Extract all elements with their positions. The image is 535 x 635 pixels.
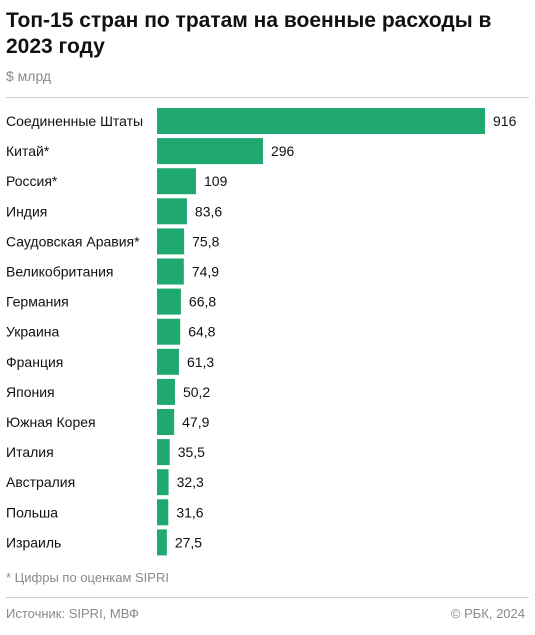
value-label: 64,8 bbox=[188, 324, 215, 340]
category-label: Соединенные Штаты bbox=[6, 113, 143, 129]
value-label: 32,3 bbox=[177, 474, 204, 490]
value-label: 50,2 bbox=[183, 384, 210, 400]
bar bbox=[157, 378, 175, 405]
category-label: Австралия bbox=[6, 474, 75, 490]
category-label: Саудовская Аравия* bbox=[6, 233, 140, 249]
value-label: 31,6 bbox=[176, 504, 203, 520]
category-label: Китай* bbox=[6, 143, 50, 159]
bar bbox=[157, 529, 167, 556]
bar bbox=[157, 108, 485, 134]
value-label: 75,8 bbox=[192, 233, 219, 249]
value-label: 35,5 bbox=[178, 444, 205, 460]
value-label: 296 bbox=[271, 143, 295, 159]
bar bbox=[157, 138, 263, 165]
chart-title: Топ-15 стран по тратам на военные расход… bbox=[6, 9, 492, 58]
bottom-divider bbox=[6, 597, 529, 598]
category-label: Индия bbox=[6, 203, 47, 219]
category-label: Украина bbox=[6, 324, 60, 340]
bar bbox=[157, 288, 181, 315]
bar bbox=[157, 228, 185, 255]
bar bbox=[157, 168, 197, 195]
bar bbox=[157, 198, 187, 225]
category-label: Южная Корея bbox=[6, 414, 96, 430]
bar bbox=[157, 439, 170, 466]
bar bbox=[157, 348, 179, 375]
value-label: 916 bbox=[493, 113, 517, 129]
value-label: 83,6 bbox=[195, 203, 222, 219]
footnote: * Цифры по оценкам SIPRI bbox=[6, 570, 169, 585]
bar bbox=[157, 469, 169, 496]
category-label: Франция bbox=[6, 354, 63, 370]
bar bbox=[157, 499, 169, 526]
value-label: 27,5 bbox=[175, 534, 202, 550]
bar bbox=[157, 258, 184, 285]
category-label: Великобритания bbox=[6, 264, 114, 280]
value-label: 66,8 bbox=[189, 294, 216, 310]
category-label: Израиль bbox=[6, 534, 61, 550]
bar bbox=[157, 409, 175, 435]
value-label: 109 bbox=[204, 173, 228, 189]
source-text: Источник: SIPRI, МВФ bbox=[6, 606, 139, 621]
copyright-text: © РБК, 2024 bbox=[450, 606, 525, 621]
category-label: Россия* bbox=[6, 173, 58, 189]
category-label: Польша bbox=[6, 504, 58, 520]
value-label: 47,9 bbox=[182, 414, 209, 430]
bar bbox=[157, 318, 181, 345]
category-label: Япония bbox=[6, 384, 55, 400]
bar-chart: Соединенные Штаты 916 Китай* 296 Россия* 109 И… bbox=[6, 108, 517, 556]
value-label: 61,3 bbox=[187, 354, 214, 370]
category-label: Германия bbox=[6, 294, 69, 310]
unit-label: $ млрд bbox=[6, 68, 52, 84]
top-divider bbox=[6, 97, 529, 98]
category-label: Италия bbox=[6, 444, 54, 460]
value-label: 74,9 bbox=[192, 264, 219, 280]
